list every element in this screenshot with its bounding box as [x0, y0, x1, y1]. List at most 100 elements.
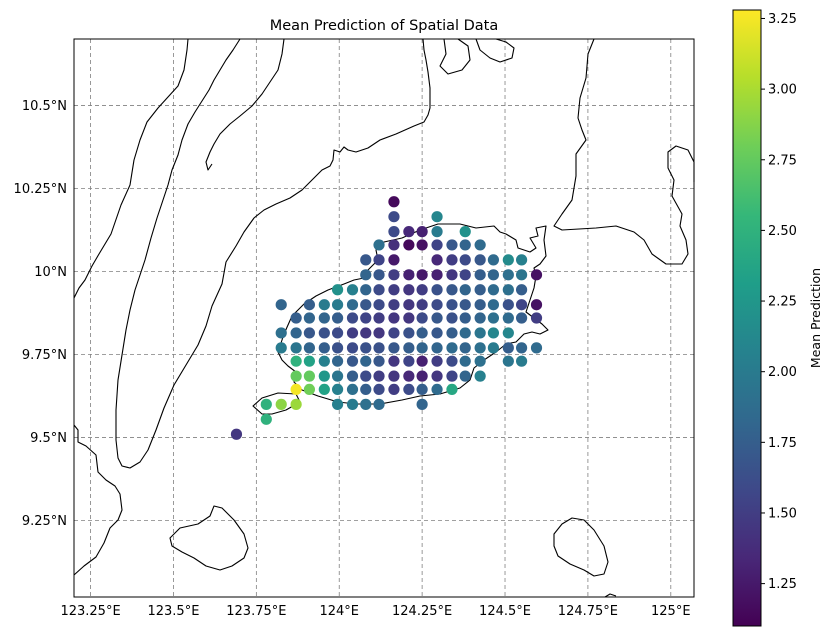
data-point-90	[290, 327, 302, 339]
data-point-123	[515, 342, 528, 354]
data-point-52	[515, 284, 528, 296]
data-point-105	[502, 327, 514, 339]
data-point-121	[487, 342, 500, 354]
data-point-93	[331, 327, 344, 339]
coastline-small-island-mid	[439, 38, 471, 75]
data-point-139	[502, 355, 514, 367]
data-point-77	[373, 312, 385, 324]
data-point-150	[416, 370, 428, 382]
grid-lines	[74, 39, 694, 597]
data-point-47	[446, 284, 458, 296]
data-point-143	[318, 370, 330, 382]
data-point-62	[416, 299, 428, 311]
data-point-152	[446, 370, 458, 382]
data-point-131	[373, 355, 385, 367]
data-point-78	[388, 312, 400, 324]
coastline-leyte	[553, 38, 695, 265]
data-point-70	[530, 299, 543, 311]
data-point-17	[373, 254, 385, 266]
data-point-126	[303, 355, 316, 367]
data-point-172	[360, 398, 372, 410]
data-point-27	[373, 269, 385, 281]
data-point-5	[416, 226, 428, 238]
data-point-118	[446, 342, 458, 354]
data-point-2	[431, 211, 443, 223]
data-point-136	[446, 355, 458, 367]
data-point-114	[388, 342, 400, 354]
data-point-113	[373, 342, 385, 354]
data-point-32	[446, 269, 458, 281]
data-point-66	[474, 299, 486, 311]
data-point-120	[474, 342, 486, 354]
data-point-104	[487, 327, 500, 339]
x-tick-label-0: 123.25°E	[60, 604, 120, 619]
data-point-53	[275, 299, 287, 311]
data-point-15	[474, 239, 486, 251]
data-point-13	[446, 239, 458, 251]
data-point-129	[346, 355, 359, 367]
data-point-0	[388, 196, 400, 208]
data-point-19	[431, 254, 443, 266]
colorbar-label: Mean Prediction	[808, 268, 823, 368]
data-point-26	[360, 269, 372, 281]
data-point-55	[318, 299, 330, 311]
data-point-59	[373, 299, 385, 311]
data-point-1	[388, 211, 400, 223]
data-point-68	[502, 299, 514, 311]
x-tick-label-6: 124.75°E	[558, 604, 618, 619]
x-tick-label-4: 124.25°E	[392, 604, 452, 619]
colorbar-tick-label-6: 2.75	[768, 153, 797, 168]
data-point-61	[403, 299, 415, 311]
data-point-28	[388, 269, 400, 281]
data-point-54	[303, 299, 316, 311]
data-point-8	[373, 239, 385, 251]
data-point-128	[331, 355, 344, 367]
y-tick-label-3: 10°N	[34, 265, 67, 280]
data-point-135	[431, 355, 443, 367]
data-point-110	[331, 342, 344, 354]
x-tick-label-1: 123.5°E	[147, 604, 199, 619]
data-point-48	[459, 284, 471, 296]
data-point-163	[403, 383, 415, 396]
data-point-58	[360, 299, 372, 311]
data-point-96	[373, 327, 385, 339]
data-point-102	[459, 327, 471, 339]
data-point-94	[346, 327, 359, 339]
data-point-171	[346, 398, 359, 410]
chart-title: Mean Prediction of Spatial Data	[270, 18, 499, 34]
coastline-cebu-tip	[205, 38, 285, 171]
data-point-79	[403, 312, 415, 324]
data-point-165	[431, 383, 443, 396]
data-point-11	[416, 239, 428, 251]
data-point-9	[388, 239, 400, 251]
data-point-69	[515, 299, 528, 311]
data-point-158	[331, 383, 344, 396]
data-point-44	[403, 284, 415, 296]
coastline-cebu-east	[115, 38, 431, 469]
data-point-97	[388, 327, 400, 339]
data-point-159	[346, 383, 359, 396]
data-point-74	[331, 312, 344, 324]
data-point-119	[459, 342, 471, 354]
colorbar-ticks: 1.25 1.50 1.75 2.00 2.25 2.50 2.75 3.00 3.25	[761, 12, 797, 592]
y-tick-label-4: 10.25°N	[14, 182, 67, 197]
data-point-116	[416, 342, 428, 354]
data-point-133	[403, 355, 415, 367]
data-point-130	[360, 355, 372, 367]
data-point-83	[459, 312, 471, 324]
data-point-166	[446, 383, 458, 396]
data-point-65	[459, 299, 471, 311]
data-point-107	[290, 342, 302, 354]
x-tick-label-7: 125°E	[651, 604, 691, 619]
data-point-98	[403, 327, 415, 339]
data-point-148	[388, 370, 400, 382]
data-point-161	[373, 383, 385, 396]
coastline-cebu	[73, 424, 123, 576]
data-point-153	[459, 370, 471, 382]
data-point-81	[431, 312, 443, 324]
data-point-167	[260, 398, 272, 410]
data-point-21	[459, 254, 471, 266]
data-point-37	[515, 269, 528, 281]
data-point-38	[530, 269, 543, 281]
